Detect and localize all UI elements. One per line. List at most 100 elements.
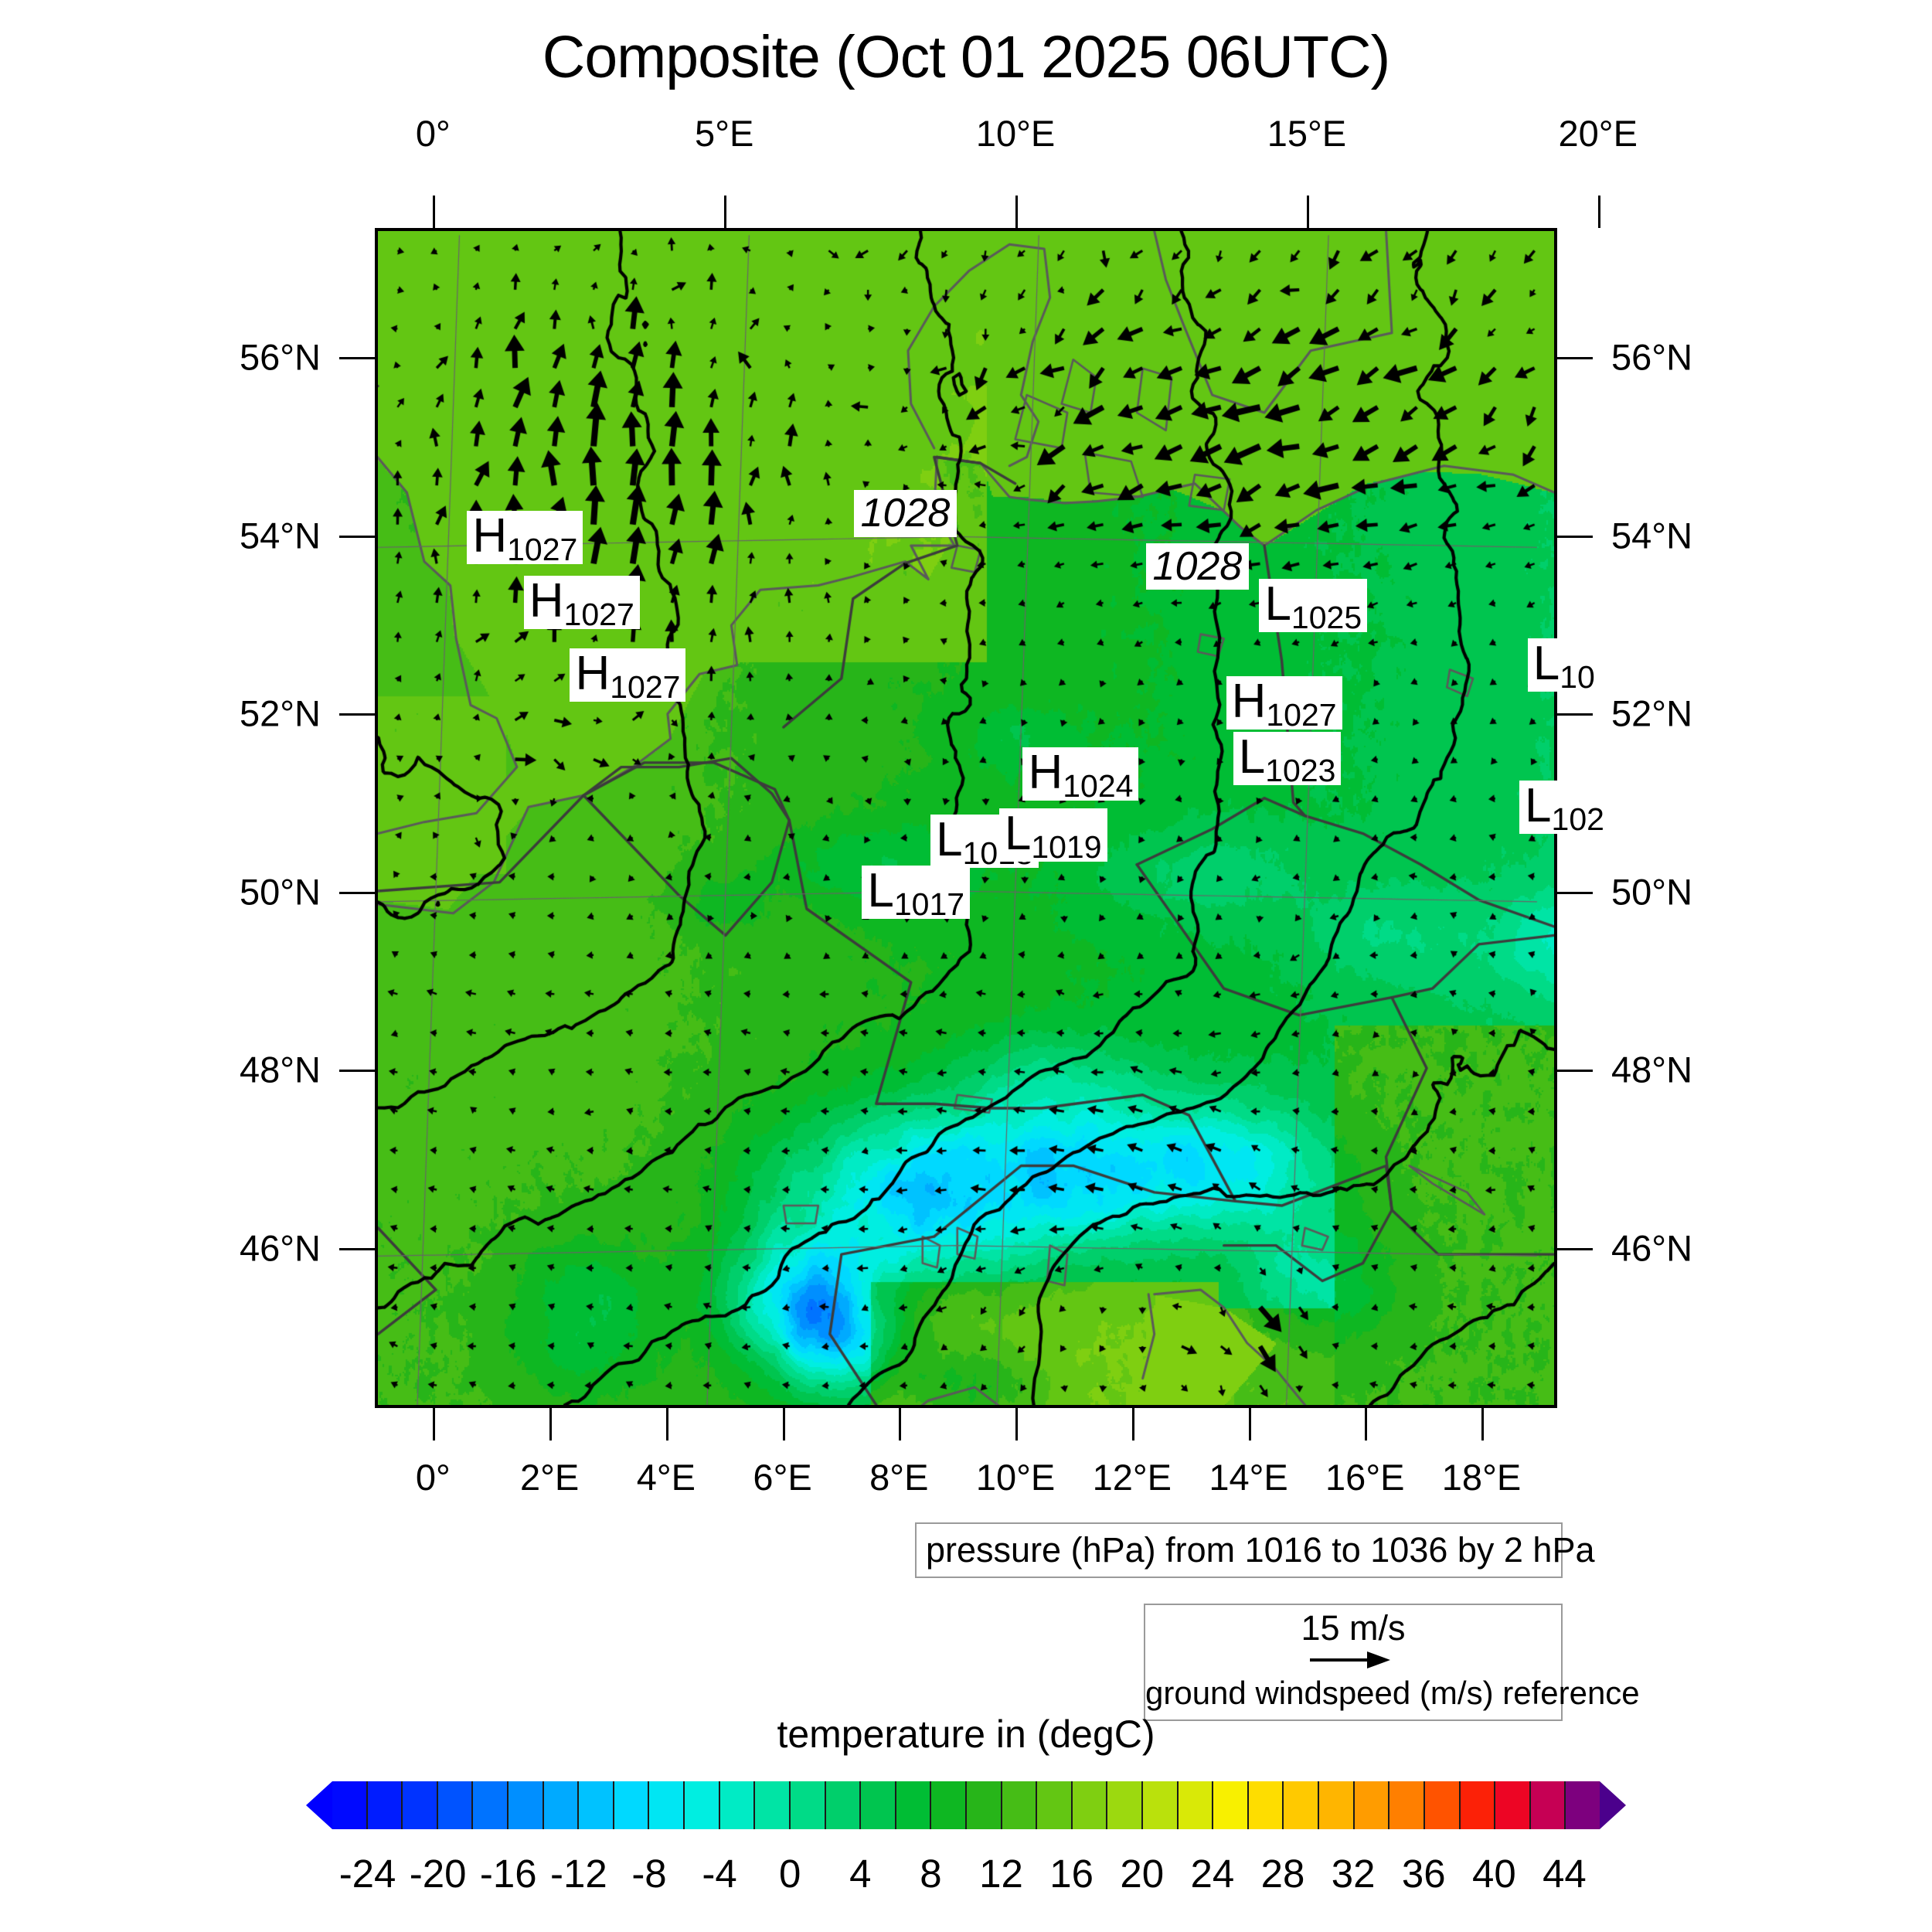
left-axis-label: 54°N: [239, 515, 321, 556]
temperature-colorbar[interactable]: [306, 1781, 1626, 1829]
bottom-axis-tick: [1481, 1408, 1485, 1440]
left-axis-label: 56°N: [239, 336, 321, 378]
right-axis-tick: [1557, 1070, 1593, 1073]
right-axis-label: 56°N: [1611, 336, 1693, 378]
colorbar-tick-label: -4: [702, 1852, 737, 1896]
colorbar-segment: [1495, 1781, 1531, 1829]
pressure-legend-box: pressure (hPa) from 1016 to 1036 by 2 hP…: [915, 1522, 1595, 1578]
colorbar-segment: [1284, 1781, 1320, 1829]
top-axis-label: 10°E: [975, 113, 1056, 154]
pressure-extremum-type: H: [575, 646, 611, 700]
pressure-extremum-value: 1025: [1291, 599, 1362, 635]
right-axis-tick: [1557, 713, 1593, 716]
low-pressure-marker: L102: [1519, 780, 1610, 835]
high-pressure-marker: H1027: [523, 574, 640, 631]
colorbar-segment: [473, 1781, 509, 1829]
pressure-extremum-value: 1023: [1265, 753, 1336, 789]
colorbar-segment: [966, 1781, 1002, 1829]
top-axis-label: 20°E: [1558, 113, 1638, 154]
top-axis-tick: [724, 196, 727, 228]
left-axis-tick: [339, 713, 375, 716]
colorbar-segment: [931, 1781, 967, 1829]
colorbar-segment: [1072, 1781, 1108, 1829]
colorbar-tick-label: 20: [1120, 1852, 1165, 1896]
pressure-extremum-value: 1024: [1063, 767, 1134, 804]
right-axis-label: 52°N: [1611, 692, 1693, 734]
high-pressure-marker: H1027: [467, 511, 583, 568]
isobar-label: 1028: [1145, 543, 1250, 590]
left-axis-tick: [339, 535, 375, 538]
bottom-axis-tick: [1365, 1408, 1368, 1440]
right-axis-label: 54°N: [1611, 515, 1693, 556]
low-pressure-marker: L1017: [862, 865, 971, 920]
colorbar-max-arrow: [1600, 1781, 1626, 1829]
colorbar-segment: [1530, 1781, 1566, 1829]
colorbar-segment: [790, 1781, 826, 1829]
colorbar-segment: [403, 1781, 438, 1829]
map-plot-area[interactable]: [375, 228, 1557, 1408]
bottom-axis-label: 16°E: [1325, 1457, 1405, 1498]
colorbar-segment: [1424, 1781, 1461, 1829]
colorbar-segment: [825, 1781, 862, 1829]
bottom-axis-label: 14°E: [1209, 1457, 1288, 1498]
colorbar-segment: [1319, 1781, 1355, 1829]
bottom-axis-tick: [433, 1408, 436, 1440]
low-pressure-marker: L1019: [998, 807, 1107, 863]
bottom-axis-label: 10°E: [975, 1457, 1056, 1498]
bottom-axis-label: 4°E: [636, 1457, 696, 1498]
wind-reference-legend-box: 15 m/s ground windspeed (m/s) reference: [1144, 1604, 1640, 1721]
colorbar-segment: [1213, 1781, 1249, 1829]
colorbar-segment: [1389, 1781, 1425, 1829]
colorbar-tick-label: 0: [779, 1852, 801, 1896]
colorbar-tick-label: -8: [631, 1852, 667, 1896]
colorbar-segment: [719, 1781, 756, 1829]
bottom-axis-label: 18°E: [1441, 1457, 1522, 1498]
colorbar-segment: [579, 1781, 614, 1829]
low-pressure-marker: L10: [1527, 637, 1600, 696]
colorbar-min-arrow: [306, 1781, 332, 1829]
colorbar-segment: [1460, 1781, 1496, 1829]
right-axis-tick: [1557, 357, 1593, 360]
pressure-extremum-type: L: [1238, 730, 1266, 784]
bottom-axis-tick: [899, 1408, 902, 1440]
colorbar-segment: [367, 1781, 403, 1829]
high-pressure-marker: H1027: [1226, 676, 1342, 731]
high-pressure-marker: H1024: [1022, 745, 1139, 804]
colorbar-tick-label: 28: [1260, 1852, 1305, 1896]
top-axis-tick: [1306, 196, 1309, 228]
pressure-extremum-value: 10: [1560, 659, 1595, 696]
top-axis-label: 0°: [415, 113, 451, 154]
colorbar-segment: [1107, 1781, 1144, 1829]
bottom-axis-tick: [782, 1408, 785, 1440]
colorbar-tick-label: 36: [1401, 1852, 1446, 1896]
pressure-legend-text: pressure (hPa) from 1016 to 1036 by 2 hP…: [926, 1530, 1595, 1570]
pressure-extremum-type: H: [529, 574, 564, 628]
pressure-extremum-type: L: [1532, 637, 1560, 691]
pressure-extremum-type: L: [1004, 807, 1032, 861]
high-pressure-marker: H1027: [570, 646, 686, 702]
bottom-axis-label: 8°E: [869, 1457, 929, 1498]
colorbar-segment: [1037, 1781, 1073, 1829]
colorbar-segment: [614, 1781, 650, 1829]
pressure-extremum-type: H: [1028, 745, 1063, 799]
colorbar-tick-label: 40: [1471, 1852, 1516, 1896]
top-axis-label: 15°E: [1267, 113, 1347, 154]
left-axis-label: 50°N: [239, 871, 321, 913]
left-axis-label: 48°N: [239, 1049, 321, 1090]
colorbar-segment: [1178, 1781, 1214, 1829]
left-axis-tick: [339, 891, 375, 894]
right-axis-tick: [1557, 1247, 1593, 1250]
bottom-axis-tick: [1248, 1408, 1251, 1440]
colorbar-segment: [649, 1781, 685, 1829]
colorbar-segment: [543, 1781, 580, 1829]
bottom-axis-label: 6°E: [753, 1457, 812, 1498]
wind-arrow-icon: [1145, 1648, 1561, 1675]
right-axis-label: 48°N: [1611, 1049, 1693, 1090]
right-axis-tick: [1557, 535, 1593, 538]
colorbar-segment: [1143, 1781, 1179, 1829]
pressure-extremum-type: L: [936, 812, 963, 866]
top-axis-label: 5°E: [695, 113, 754, 154]
right-axis-tick: [1557, 891, 1593, 894]
pressure-extremum-value: 1027: [507, 532, 578, 568]
bottom-axis-tick: [665, 1408, 668, 1440]
